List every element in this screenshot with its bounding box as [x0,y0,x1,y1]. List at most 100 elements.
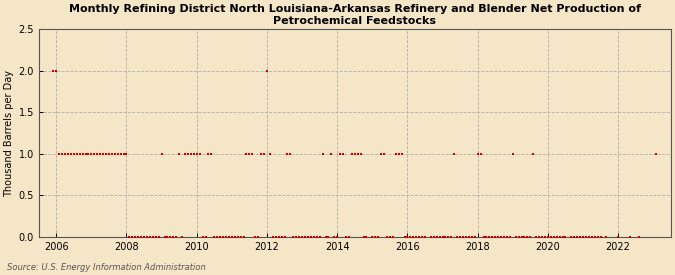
Point [194,152,205,156]
Point [306,235,317,239]
Point [276,235,287,239]
Point [481,235,492,239]
Point [51,68,61,73]
Point [531,235,541,239]
Point [592,235,603,239]
Point [156,152,167,156]
Point [317,152,328,156]
Point [103,152,114,156]
Point [443,235,454,239]
Point [232,235,243,239]
Point [589,235,600,239]
Point [624,235,635,239]
Point [484,235,495,239]
Point [490,235,501,239]
Point [601,235,612,239]
Point [376,152,387,156]
Point [396,152,407,156]
Point [302,235,313,239]
Point [107,152,117,156]
Point [165,235,176,239]
Point [472,152,483,156]
Point [510,235,521,239]
Point [136,235,146,239]
Point [425,235,436,239]
Point [350,152,360,156]
Point [48,68,59,73]
Point [355,152,366,156]
Point [72,152,82,156]
Point [528,152,539,156]
Point [332,235,343,239]
Point [288,235,299,239]
Point [379,152,389,156]
Point [431,235,442,239]
Point [335,152,346,156]
Point [469,235,480,239]
Point [329,235,340,239]
Point [121,152,132,156]
Point [209,235,219,239]
Point [554,235,565,239]
Point [344,235,354,239]
Point [539,235,550,239]
Point [574,235,585,239]
Point [323,235,334,239]
Point [326,152,337,156]
Point [182,152,193,156]
Point [282,152,293,156]
Point [173,152,184,156]
Point [112,152,123,156]
Point [566,235,576,239]
Point [651,152,661,156]
Point [633,235,644,239]
Point [180,152,190,156]
Point [352,152,363,156]
Point [138,235,149,239]
Point [238,235,249,239]
Point [502,235,512,239]
Point [414,235,425,239]
Point [77,152,88,156]
Point [434,235,445,239]
Point [466,235,477,239]
Point [259,152,269,156]
Point [522,235,533,239]
Point [230,235,240,239]
Point [373,235,383,239]
Point [267,235,278,239]
Y-axis label: Thousand Barrels per Day: Thousand Barrels per Day [4,70,14,197]
Point [206,152,217,156]
Point [98,152,109,156]
Point [127,235,138,239]
Point [300,235,310,239]
Point [212,235,223,239]
Point [191,152,202,156]
Point [273,235,284,239]
Point [203,152,214,156]
Point [543,235,554,239]
Point [89,152,100,156]
Point [358,235,369,239]
Point [402,235,413,239]
Point [252,235,263,239]
Point [188,152,199,156]
Point [151,235,161,239]
Point [499,235,510,239]
Point [83,152,94,156]
Point [197,235,208,239]
Point [291,235,302,239]
Point [560,235,571,239]
Point [294,235,304,239]
Point [381,235,392,239]
Point [458,235,468,239]
Point [186,152,196,156]
Point [595,235,606,239]
Point [449,152,460,156]
Point [569,235,580,239]
Point [320,235,331,239]
Point [399,235,410,239]
Point [367,235,378,239]
Point [587,235,597,239]
Point [279,235,290,239]
